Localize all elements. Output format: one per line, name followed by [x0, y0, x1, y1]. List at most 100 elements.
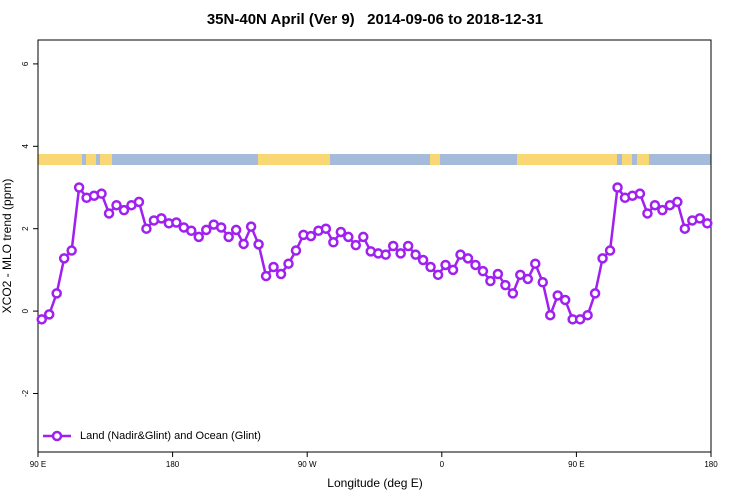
data-point [432, 269, 444, 281]
data-point [320, 223, 332, 234]
data-point [358, 231, 369, 243]
land-band [637, 154, 649, 165]
data-point [245, 221, 257, 232]
data-point [515, 269, 526, 281]
ocean-band [38, 154, 711, 165]
x-tick-label: 90 W [298, 460, 317, 469]
data-point [402, 240, 414, 252]
data-point [96, 188, 107, 199]
data-point [597, 253, 608, 264]
data-point [440, 259, 451, 271]
data-point [260, 270, 272, 282]
data-point [186, 225, 197, 237]
data-point [171, 217, 182, 228]
data-point [589, 288, 601, 299]
data-point [522, 273, 534, 285]
data-point [634, 188, 646, 199]
data-point [657, 204, 668, 216]
data-point [283, 258, 294, 269]
data-point [477, 265, 489, 277]
land-band [86, 154, 96, 165]
data-point [268, 261, 279, 273]
land-band [517, 154, 617, 165]
data-point [275, 268, 287, 280]
data-point [156, 213, 167, 224]
x-tick-label: 90 E [30, 460, 46, 469]
data-point [470, 259, 481, 271]
data-point [582, 309, 593, 321]
x-tick-label: 180 [704, 460, 718, 469]
data-point [66, 245, 77, 256]
y-tick-label: -2 [21, 389, 30, 397]
x-axis-label: Longitude (deg E) [327, 476, 422, 490]
data-point [417, 254, 429, 266]
data-point [485, 275, 496, 287]
data-point [672, 196, 683, 208]
data-point [462, 253, 474, 264]
x-tick-label: 0 [440, 460, 445, 469]
y-tick-label: 0 [21, 308, 30, 313]
data-point [559, 294, 571, 306]
chart-title: 35N-40N April (Ver 9) 2014-09-06 to 2018… [207, 11, 543, 28]
legend-marker [51, 430, 63, 442]
y-axis-label: XCO2 - MLO trend (ppm) [0, 179, 14, 314]
data-point [530, 258, 541, 269]
data-point [507, 288, 519, 299]
data-point [328, 237, 339, 248]
data-point [410, 249, 421, 260]
data-point [73, 182, 85, 193]
data-point [395, 248, 406, 259]
data-point [36, 314, 47, 325]
data-point [111, 199, 122, 211]
data-point [238, 238, 249, 250]
data-point [694, 213, 706, 224]
plot-frame [37, 39, 712, 453]
data-point [387, 240, 399, 252]
data-point [58, 253, 70, 264]
land-band [430, 154, 440, 165]
data-point [492, 268, 504, 280]
data-point [201, 224, 212, 236]
y-tick-label: 2 [21, 226, 30, 231]
x-tick-label: 90 E [568, 460, 584, 469]
data-point [141, 223, 152, 234]
data-point [447, 264, 459, 276]
data-point [335, 226, 347, 238]
data-point [500, 279, 511, 291]
data-point [679, 223, 691, 234]
x-tick-label: 180 [166, 460, 180, 469]
data-point [702, 218, 713, 229]
data-point [305, 230, 317, 242]
land-band [38, 154, 82, 165]
data-point [118, 204, 130, 216]
data-point [380, 249, 391, 260]
data-point [343, 231, 354, 243]
data-point [574, 314, 586, 325]
data-point [612, 182, 623, 193]
data-point [642, 208, 653, 219]
data-point [552, 290, 563, 301]
data-point [350, 239, 362, 251]
data-point [604, 245, 616, 256]
data-point [215, 222, 227, 233]
land-ocean-band [38, 154, 711, 165]
data-point [253, 239, 264, 250]
data-point [649, 199, 661, 211]
land-band [258, 154, 330, 165]
data-point [230, 224, 242, 236]
data-point [193, 231, 205, 243]
data-point [544, 309, 556, 321]
data-point [223, 231, 234, 243]
y-tick-label: 4 [21, 144, 30, 149]
data-point [51, 288, 62, 299]
data-point [290, 245, 302, 256]
data-point [425, 261, 436, 273]
y-tick-label: 6 [21, 61, 30, 66]
land-band [100, 154, 112, 165]
land-band [622, 154, 632, 165]
legend-label: Land (Nadir&Glint) and Ocean (Glint) [80, 430, 261, 442]
data-point [103, 208, 115, 219]
data-point [537, 277, 548, 288]
data-point [43, 309, 55, 320]
